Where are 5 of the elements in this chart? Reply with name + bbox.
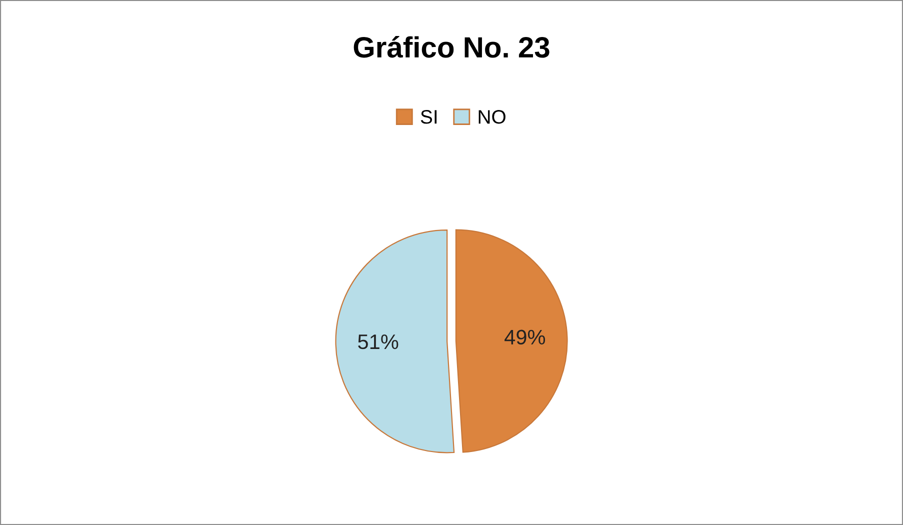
legend-label: SI <box>420 110 437 124</box>
legend-label: NO <box>478 110 506 124</box>
chart-title: Gráfico No. 23 <box>354 36 550 58</box>
data-label: 49% <box>504 330 546 345</box>
data-label: 51% <box>358 334 398 350</box>
